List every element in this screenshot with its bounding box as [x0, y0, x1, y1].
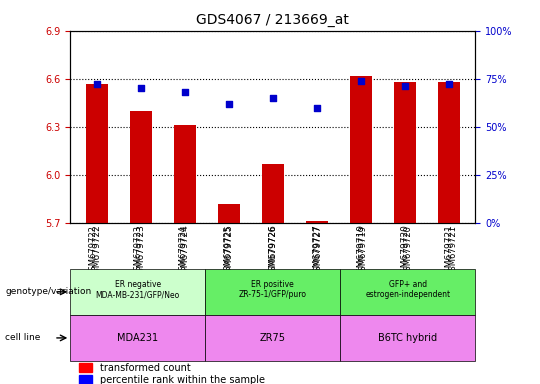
Text: ER negative
MDA-MB-231/GFP/Neo: ER negative MDA-MB-231/GFP/Neo [96, 280, 180, 299]
Bar [350, 76, 372, 223]
Text: ER positive
ZR-75-1/GFP/puro: ER positive ZR-75-1/GFP/puro [239, 280, 307, 299]
Text: transformed count: transformed count [100, 363, 191, 373]
Text: GSM679723: GSM679723 [133, 225, 142, 276]
Point [224, 101, 233, 107]
FancyBboxPatch shape [340, 315, 475, 361]
Bar [79, 375, 92, 384]
Point [444, 81, 453, 88]
Text: GSM679719: GSM679719 [358, 225, 367, 276]
Text: cell line: cell line [5, 333, 41, 343]
Text: GFP+ and
estrogen-independent: GFP+ and estrogen-independent [365, 280, 450, 299]
FancyBboxPatch shape [70, 269, 205, 315]
Point [180, 89, 189, 95]
Text: GSM679727: GSM679727 [313, 225, 322, 276]
Point [356, 78, 365, 84]
Text: ZR75: ZR75 [260, 333, 286, 343]
Bar [438, 82, 460, 223]
Bar [130, 111, 152, 223]
Bar [262, 164, 284, 223]
Title: GDS4067 / 213669_at: GDS4067 / 213669_at [196, 13, 349, 27]
FancyBboxPatch shape [340, 269, 475, 315]
Point [136, 85, 145, 91]
Point [313, 104, 321, 111]
FancyBboxPatch shape [70, 315, 205, 361]
Bar [86, 84, 107, 223]
Bar [218, 204, 240, 223]
Bar [79, 363, 92, 372]
Text: percentile rank within the sample: percentile rank within the sample [100, 375, 266, 384]
FancyBboxPatch shape [205, 269, 340, 315]
Text: B6TC hybrid: B6TC hybrid [378, 333, 437, 343]
Text: GSM679724: GSM679724 [178, 225, 187, 276]
Text: GSM679722: GSM679722 [88, 225, 97, 276]
Bar [394, 82, 416, 223]
Point [92, 81, 101, 88]
Text: MDA231: MDA231 [117, 333, 158, 343]
Point [401, 83, 409, 89]
Text: GSM679720: GSM679720 [403, 225, 412, 276]
Bar [174, 125, 195, 223]
Text: GSM679725: GSM679725 [223, 225, 232, 276]
Text: GSM679726: GSM679726 [268, 225, 277, 276]
Text: genotype/variation: genotype/variation [5, 287, 92, 296]
FancyBboxPatch shape [205, 315, 340, 361]
Point [268, 95, 277, 101]
Bar [306, 221, 328, 223]
Text: GSM679721: GSM679721 [448, 225, 457, 276]
